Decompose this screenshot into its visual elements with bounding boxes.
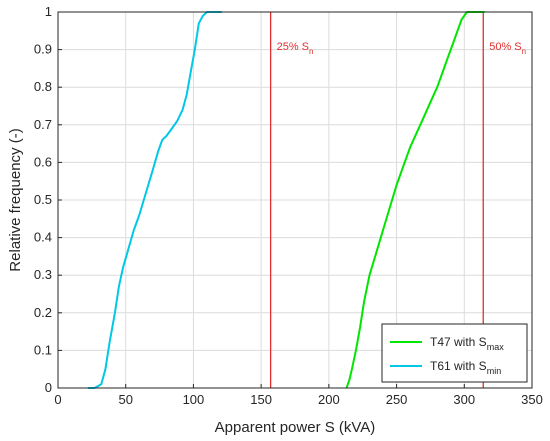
reference-lines: 25% Sn 50% Sn (269, 12, 526, 388)
y-tick-label: 0.6 (34, 154, 52, 169)
legend-box (381, 323, 528, 383)
legend-entry: T61 with Smin (430, 359, 501, 376)
series-lines (87, 11, 485, 389)
x-tick-label: 50 (118, 392, 132, 407)
y-tick-label: 0.3 (34, 267, 52, 282)
x-axis-label: Apparent power S (kVA) (215, 419, 376, 436)
y-tick-label: 0.8 (34, 79, 52, 94)
y-axis-label: Relative frequency (-) (7, 128, 24, 271)
series-line (345, 11, 485, 389)
y-tick-label: 0 (45, 380, 52, 395)
reference-line-label: 50% Sn (489, 41, 526, 56)
x-tick-label: 300 (453, 392, 475, 407)
x-tick-label: 200 (318, 392, 340, 407)
reference-line-label: 25% Sn (277, 41, 314, 56)
x-tick-label: 100 (183, 392, 205, 407)
y-tick-label: 0.9 (34, 42, 52, 57)
y-tick-label: 0.5 (34, 192, 52, 207)
legend: T47 with Smax T61 with Smin (381, 323, 528, 383)
y-tick-label: 0.4 (34, 230, 52, 245)
x-tick-label: 150 (250, 392, 272, 407)
y-tick-label: 0.7 (34, 117, 52, 132)
series-line (87, 11, 222, 389)
y-tick-label: 1 (45, 4, 52, 19)
y-tick-labels: 0 0.1 0.2 0.3 0.4 0.5 0.6 0.7 0.8 0.9 1 (34, 4, 62, 395)
y-tick-label: 0.1 (34, 342, 52, 357)
x-tick-label: 350 (521, 392, 543, 407)
y-tick-label: 0.2 (34, 305, 52, 320)
legend-entry: T47 with Smax (430, 335, 504, 352)
x-tick-labels: 0 50 100 150 200 250 300 350 (54, 384, 543, 407)
x-tick-label: 250 (386, 392, 408, 407)
x-tick-label: 0 (54, 392, 61, 407)
